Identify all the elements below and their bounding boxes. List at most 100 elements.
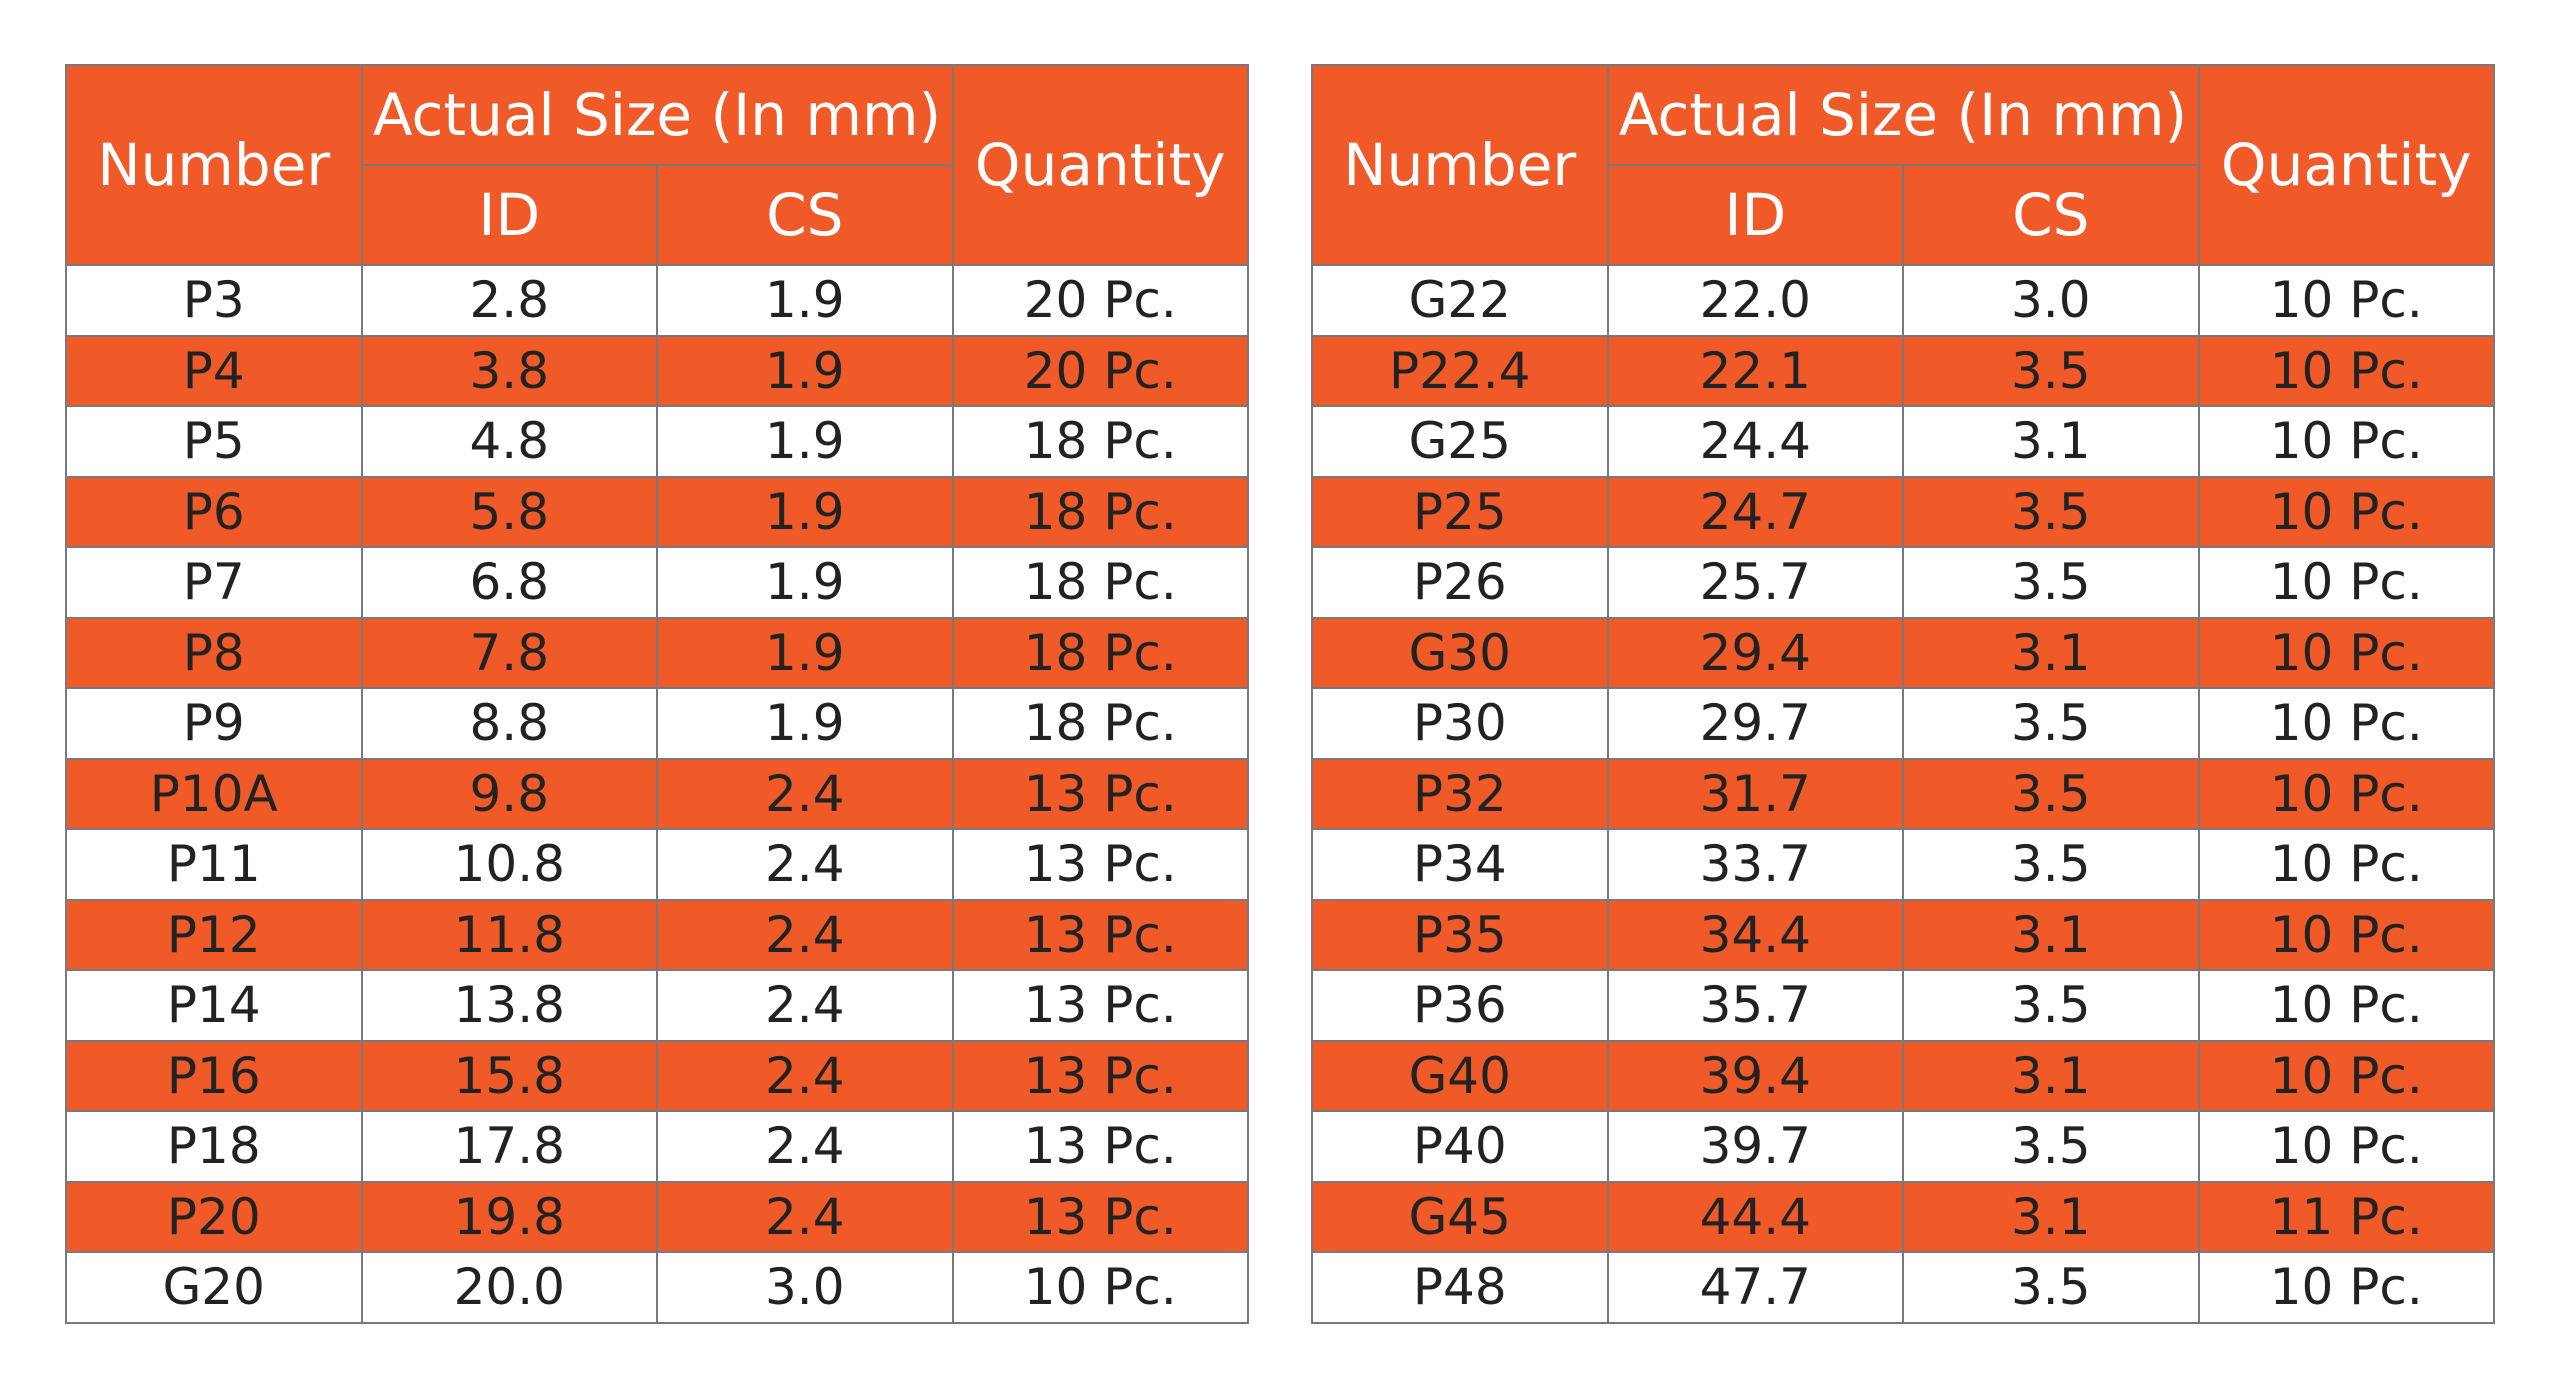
table-cell: 2.4 [656, 1180, 954, 1253]
table-cell: 1.9 [656, 616, 954, 689]
table-cell: P14 [65, 969, 363, 1042]
table-cell: P34 [1311, 828, 1609, 901]
table-cell: 3.5 [1902, 969, 2200, 1042]
header-row: Number Actual Size (In mm) Quantity [65, 64, 1249, 266]
table-cell: 13 Pc. [951, 828, 1249, 901]
table-left: Number Actual Size (In mm) Quantity ID CS P3 2… [65, 64, 1249, 1324]
table-cell: 18 Pc. [951, 616, 1249, 689]
table-row: P10A 9.8 2.4 13 Pc. [65, 757, 1249, 830]
table-cell: 24.4 [1606, 405, 1904, 478]
table-cell: 39.7 [1606, 1110, 1904, 1183]
table-cell: 5.8 [360, 475, 658, 548]
table-cell: 1.9 [656, 405, 954, 478]
table-cell: 3.5 [1902, 1110, 2200, 1183]
table-row: P20 19.8 2.4 13 Pc. [65, 1180, 1249, 1253]
table-cell: 10 Pc. [2197, 757, 2495, 830]
table-row: G25 24.4 3.1 10 Pc. [1311, 405, 2495, 478]
table-cell: 1.9 [656, 475, 954, 548]
table-cell: 3.1 [1902, 616, 2200, 689]
table-cell: 47.7 [1606, 1251, 1904, 1324]
table-cell: 3.5 [1902, 757, 2200, 830]
header-cell: Number [1311, 64, 1609, 266]
table-cell: G45 [1311, 1180, 1609, 1253]
table-row: P25 24.7 3.5 10 Pc. [1311, 475, 2495, 548]
table-cell: 3.0 [1902, 264, 2200, 337]
table-row: P16 15.8 2.4 13 Pc. [65, 1039, 1249, 1112]
table-cell: P9 [65, 687, 363, 760]
table-row: P5 4.8 1.9 18 Pc. [65, 405, 1249, 478]
table-row: P6 5.8 1.9 18 Pc. [65, 475, 1249, 548]
table-row: P9 8.8 1.9 18 Pc. [65, 687, 1249, 760]
table-cell: G22 [1311, 264, 1609, 337]
table-row: P18 17.8 2.4 13 Pc. [65, 1110, 1249, 1183]
table-cell: P6 [65, 475, 363, 548]
table-cell: P35 [1311, 898, 1609, 971]
table-cell: 10 Pc. [2197, 546, 2495, 619]
table-cell: 13 Pc. [951, 898, 1249, 971]
table-cell: 3.5 [1902, 828, 2200, 901]
table-cell: P3 [65, 264, 363, 337]
table-cell: P8 [65, 616, 363, 689]
table-cell: P30 [1311, 687, 1609, 760]
table-row: P3 2.8 1.9 20 Pc. [65, 264, 1249, 337]
table-cell: 10 Pc. [2197, 334, 2495, 407]
table-row: P48 47.7 3.5 10 Pc. [1311, 1251, 2495, 1324]
header-cell: Number [65, 64, 363, 266]
table-cell: 33.7 [1606, 828, 1904, 901]
table-cell: 10 Pc. [2197, 687, 2495, 760]
table-cell: 44.4 [1606, 1180, 1904, 1253]
table-cell: 3.1 [1902, 898, 2200, 971]
table-row: P22.4 22.1 3.5 10 Pc. [1311, 334, 2495, 407]
table-cell: 15.8 [360, 1039, 658, 1112]
header-cell: Quantity [2197, 64, 2495, 266]
table-cell: 34.4 [1606, 898, 1904, 971]
header-row: ID CS [1312, 164, 2494, 266]
table-cell: 18 Pc. [951, 546, 1249, 619]
table-cell: 20.0 [360, 1251, 658, 1324]
table-cell: P48 [1311, 1251, 1609, 1324]
table-cell: 2.4 [656, 757, 954, 830]
table-cell: P7 [65, 546, 363, 619]
table-cell: 8.8 [360, 687, 658, 760]
table-cell: 20 Pc. [951, 264, 1249, 337]
header-cell: Quantity [951, 64, 1249, 266]
table-row: P11 10.8 2.4 13 Pc. [65, 828, 1249, 901]
table-cell: 24.7 [1606, 475, 1904, 548]
table-cell: 3.1 [1902, 405, 2200, 478]
table-cell: 1.9 [656, 687, 954, 760]
table-cell: 29.7 [1606, 687, 1904, 760]
table-cell: 29.4 [1606, 616, 1904, 689]
table-cell: 18 Pc. [951, 687, 1249, 760]
table-cell: 3.5 [1902, 546, 2200, 619]
table-cell: 3.0 [656, 1251, 954, 1324]
table-cell: P18 [65, 1110, 363, 1183]
table-cell: P20 [65, 1180, 363, 1253]
table-cell: 3.5 [1902, 1251, 2200, 1324]
table-cell: P22.4 [1311, 334, 1609, 407]
header-cell: ID [1606, 164, 1904, 266]
table-cell: 1.9 [656, 264, 954, 337]
table-row: G22 22.0 3.0 10 Pc. [1311, 264, 2495, 337]
table-cell: 13 Pc. [951, 1180, 1249, 1253]
table-cell: 10.8 [360, 828, 658, 901]
data-table: Number Actual Size (In mm) Quantity ID CS G22… [1311, 64, 2495, 1324]
table-cell: 11.8 [360, 898, 658, 971]
table-cell: 1.9 [656, 546, 954, 619]
table-cell: 13 Pc. [951, 1039, 1249, 1112]
table-row: G30 29.4 3.1 10 Pc. [1311, 616, 2495, 689]
table-row: P8 7.8 1.9 18 Pc. [65, 616, 1249, 689]
table-cell: 2.4 [656, 969, 954, 1042]
header-cell: ID [360, 164, 658, 266]
table-cell: 10 Pc. [2197, 1251, 2495, 1324]
table-cell: P10A [65, 757, 363, 830]
table-cell: 3.1 [1902, 1180, 2200, 1253]
table-cell: 19.8 [360, 1180, 658, 1253]
table-row: P32 31.7 3.5 10 Pc. [1311, 757, 2495, 830]
table-cell: 13.8 [360, 969, 658, 1042]
table-cell: 10 Pc. [2197, 969, 2495, 1042]
table-row: P4 3.8 1.9 20 Pc. [65, 334, 1249, 407]
header-cell: Actual Size (In mm) [1606, 64, 2200, 166]
table-cell: 2.8 [360, 264, 658, 337]
header-cell: Actual Size (In mm) [360, 64, 954, 166]
